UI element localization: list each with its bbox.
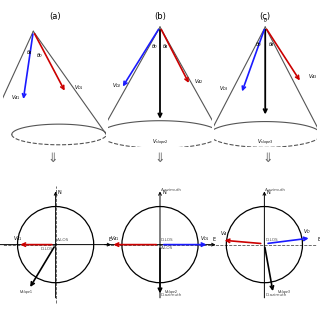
Text: $\theta$: $\theta$ bbox=[263, 16, 268, 24]
Text: $V_{D1}$: $V_{D1}$ bbox=[200, 234, 210, 243]
Text: D-LOS: D-LOS bbox=[41, 247, 53, 251]
Text: $V_{slope2}$: $V_{slope2}$ bbox=[164, 288, 178, 297]
Text: $V_{D2}$: $V_{D2}$ bbox=[112, 81, 121, 90]
Text: (c): (c) bbox=[260, 12, 271, 20]
Text: N: N bbox=[267, 190, 270, 195]
Text: $V_{A2}$: $V_{A2}$ bbox=[194, 77, 204, 86]
Text: (b): (b) bbox=[154, 12, 166, 20]
Text: E: E bbox=[317, 237, 320, 242]
Text: $\theta_D$: $\theta_D$ bbox=[36, 51, 43, 60]
Text: ⇓: ⇓ bbox=[262, 152, 272, 165]
Text: D-LOS: D-LOS bbox=[161, 237, 173, 242]
Text: E: E bbox=[108, 237, 112, 242]
Text: ⇓: ⇓ bbox=[48, 152, 58, 165]
Text: $V_{A1}$: $V_{A1}$ bbox=[13, 234, 22, 243]
Text: $V_{D3}$: $V_{D3}$ bbox=[219, 84, 229, 93]
Text: $V_{slope2}$: $V_{slope2}$ bbox=[152, 138, 168, 148]
Text: $V_{slope3}$: $V_{slope3}$ bbox=[257, 138, 273, 148]
Text: $V_{D}$: $V_{D}$ bbox=[303, 228, 311, 236]
Text: $V_{A3}$: $V_{A3}$ bbox=[308, 72, 318, 81]
Text: D-azimuth: D-azimuth bbox=[161, 293, 182, 297]
Text: A-azimuth: A-azimuth bbox=[265, 188, 286, 192]
Text: $V_{A1}$: $V_{A1}$ bbox=[11, 93, 21, 102]
Text: $V_{A1}$: $V_{A1}$ bbox=[110, 234, 120, 243]
Text: $\theta_A$: $\theta_A$ bbox=[26, 48, 33, 57]
Text: A-LOS: A-LOS bbox=[57, 238, 69, 242]
Text: N: N bbox=[162, 190, 166, 195]
Text: $\theta_D$: $\theta_D$ bbox=[151, 42, 158, 51]
Text: E: E bbox=[213, 237, 216, 242]
Text: D-azimuth: D-azimuth bbox=[265, 293, 287, 297]
Text: N: N bbox=[58, 190, 62, 195]
Text: $\theta_A$: $\theta_A$ bbox=[162, 42, 169, 51]
Text: A-LOS: A-LOS bbox=[161, 246, 173, 250]
Text: $\theta_D$: $\theta_D$ bbox=[255, 40, 263, 49]
Text: D-LOS: D-LOS bbox=[265, 237, 278, 242]
Text: A-azimuth: A-azimuth bbox=[161, 188, 182, 192]
Text: ⇓: ⇓ bbox=[155, 152, 165, 165]
Text: (a): (a) bbox=[49, 12, 60, 20]
Text: $V_{slope1}$: $V_{slope1}$ bbox=[20, 289, 34, 298]
Text: $\theta_A$: $\theta_A$ bbox=[268, 40, 275, 49]
Text: $V_{slope3}$: $V_{slope3}$ bbox=[277, 289, 291, 298]
Text: $V_{A}$: $V_{A}$ bbox=[220, 229, 228, 238]
Text: $V_{D1}$: $V_{D1}$ bbox=[74, 83, 84, 92]
